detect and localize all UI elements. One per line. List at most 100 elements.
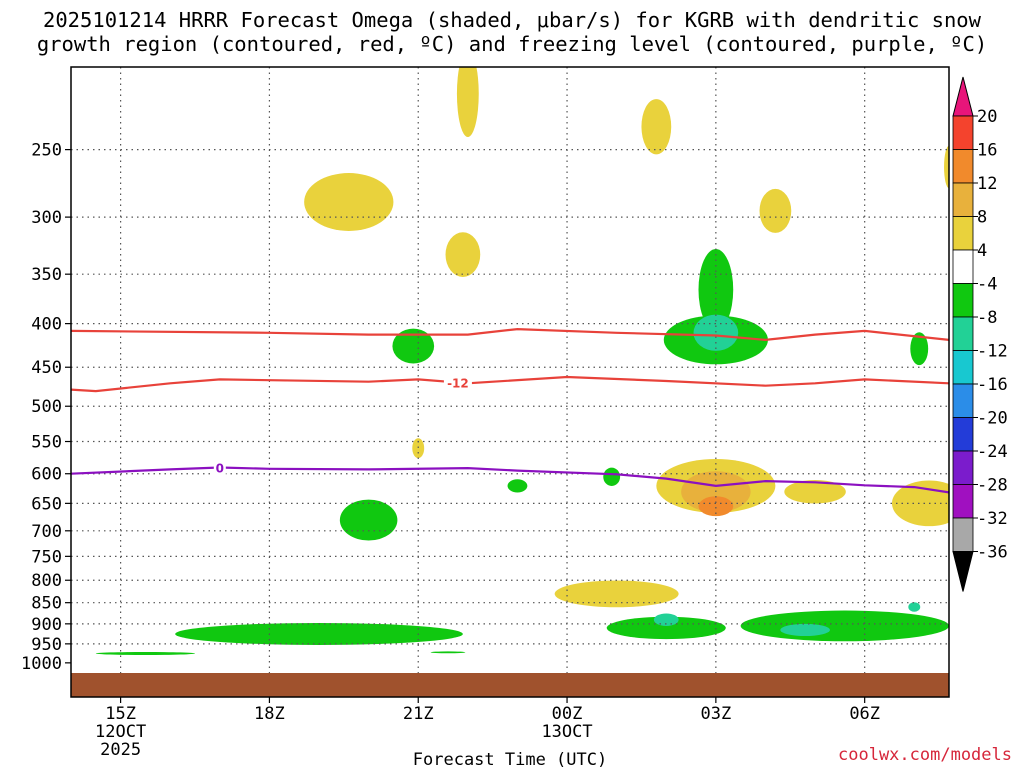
source-credit: coolwx.com/models [838, 745, 1012, 765]
omega-region-2 [304, 173, 394, 231]
colorbar-segment-1 [952, 149, 974, 184]
colorbar-segment-3 [952, 216, 974, 251]
x-tick-label-00Z: 00Z [552, 704, 583, 724]
colorbar-label-8: 8 [977, 208, 987, 228]
omega-region-3 [445, 232, 481, 277]
freezing-level-contour-label: 0 [216, 462, 224, 476]
colorbar-bottom-arrow [952, 551, 974, 592]
y-tick-label-650: 650 [31, 494, 62, 514]
chart-title: 2025101214 HRRR Forecast Omega (shaded, … [0, 8, 1024, 56]
y-tick-label-300: 300 [31, 208, 62, 228]
omega-region-22 [95, 651, 196, 655]
colorbar-label--20: -20 [977, 409, 1008, 429]
dgz-contour-minus12-label-bg [443, 375, 472, 390]
omega-region-28 [908, 602, 921, 612]
colorbar-label-16: 16 [977, 141, 997, 161]
colorbar-segment-4 [952, 249, 974, 284]
colorbar-segment-5 [952, 283, 974, 318]
x-tick-date-15Z: 12OCT [95, 722, 146, 742]
colorbar-label-12: 12 [977, 174, 997, 194]
omega-shading [95, 67, 949, 655]
y-tick-label-950: 950 [31, 635, 62, 655]
omega-region-7 [698, 248, 734, 331]
omega-region-18 [784, 480, 846, 504]
omega-region-20 [554, 580, 679, 608]
ground-below-surface [71, 673, 949, 697]
y-tick-label-400: 400 [31, 315, 62, 335]
y-tick-label-1000: 1000 [21, 654, 62, 674]
y-tick-label-550: 550 [31, 433, 62, 453]
omega-region-4 [759, 188, 792, 233]
colorbar-label-4: 4 [977, 241, 987, 261]
y-tick-label-500: 500 [31, 397, 62, 417]
y-tick-label-600: 600 [31, 465, 62, 485]
y-tick-label-450: 450 [31, 358, 62, 378]
omega-region-6 [392, 328, 435, 364]
omega-region-27 [780, 623, 830, 637]
omega-region-26 [740, 610, 949, 642]
colorbar: 20 16 12 8 4 -4 -8 -12 -16 -20 -24 -28 -32 -36 [952, 76, 1008, 592]
y-tick-label-350: 350 [31, 265, 62, 285]
omega-region-14 [603, 467, 621, 486]
omega-region-19 [891, 480, 949, 527]
omega-region-0 [456, 67, 479, 138]
colorbar-segment-0 [952, 115, 974, 150]
omega-region-23 [430, 651, 466, 654]
x-tick-label-18Z: 18Z [254, 704, 285, 724]
x-tick-year-15Z: 2025 [100, 740, 141, 760]
dgz-contour-minus12 [71, 375, 949, 393]
colorbar-label-20: 20 [977, 107, 997, 127]
colorbar-segment-12 [952, 517, 974, 552]
x-tick-date-00Z: 13OCT [541, 722, 592, 742]
colorbar-segment-10 [952, 450, 974, 485]
x-axis-label: Forecast Time (UTC) [413, 750, 607, 768]
dgz-contour-minus12-label: -12 [447, 377, 469, 391]
y-tick-label-750: 750 [31, 547, 62, 567]
x-tick-label-15Z: 15Z [105, 704, 136, 724]
plot-frame [70, 66, 950, 698]
grid-lines [71, 67, 949, 697]
omega-region-25 [653, 613, 679, 626]
omega-region-11 [412, 438, 425, 459]
omega-region-13 [507, 479, 528, 493]
title-line-1: 2025101214 HRRR Forecast Omega (shaded, … [43, 8, 981, 32]
pressure-axis: 2503003504004505005506006507007508008509… [21, 141, 71, 674]
colorbar-segment-11 [952, 484, 974, 519]
omega-region-5 [944, 145, 949, 189]
temperature-contours: -12 0 [71, 327, 949, 494]
colorbar-segment-9 [952, 417, 974, 452]
omega-region-17 [698, 496, 734, 517]
colorbar-segment-8 [952, 383, 974, 418]
colorbar-label--24: -24 [977, 442, 1008, 462]
colorbar-segment-2 [952, 182, 974, 217]
colorbar-label--36: -36 [977, 543, 1008, 563]
x-tick-label-06Z: 06Z [849, 704, 880, 724]
colorbar-label--12: -12 [977, 342, 1008, 362]
omega-region-21 [175, 622, 463, 645]
y-tick-label-700: 700 [31, 522, 62, 542]
omega-region-10 [910, 332, 929, 366]
colorbar-label--16: -16 [977, 375, 1008, 395]
omega-region-12 [339, 499, 398, 541]
title-line-2: growth region (contoured, red, ºC) and f… [36, 32, 988, 56]
y-tick-label-900: 900 [31, 615, 62, 635]
freezing-level-contour [71, 466, 949, 494]
colorbar-segment-6 [952, 316, 974, 351]
colorbar-label--28: -28 [977, 476, 1008, 496]
dgz-contour-upper [71, 327, 949, 342]
colorbar-label--4: -4 [977, 275, 997, 295]
y-tick-label-250: 250 [31, 141, 62, 161]
x-tick-label-21Z: 21Z [403, 704, 434, 724]
y-tick-label-850: 850 [31, 594, 62, 614]
freezing-level-contour-label-bg [213, 460, 226, 475]
colorbar-label--8: -8 [977, 308, 997, 328]
colorbar-top-arrow [952, 76, 974, 117]
colorbar-segment-7 [952, 350, 974, 385]
omega-region-1 [641, 99, 672, 155]
omega-region-24 [606, 616, 726, 640]
y-tick-label-800: 800 [31, 571, 62, 591]
x-tick-label-03Z: 03Z [700, 704, 731, 724]
colorbar-label--32: -32 [977, 509, 1008, 529]
